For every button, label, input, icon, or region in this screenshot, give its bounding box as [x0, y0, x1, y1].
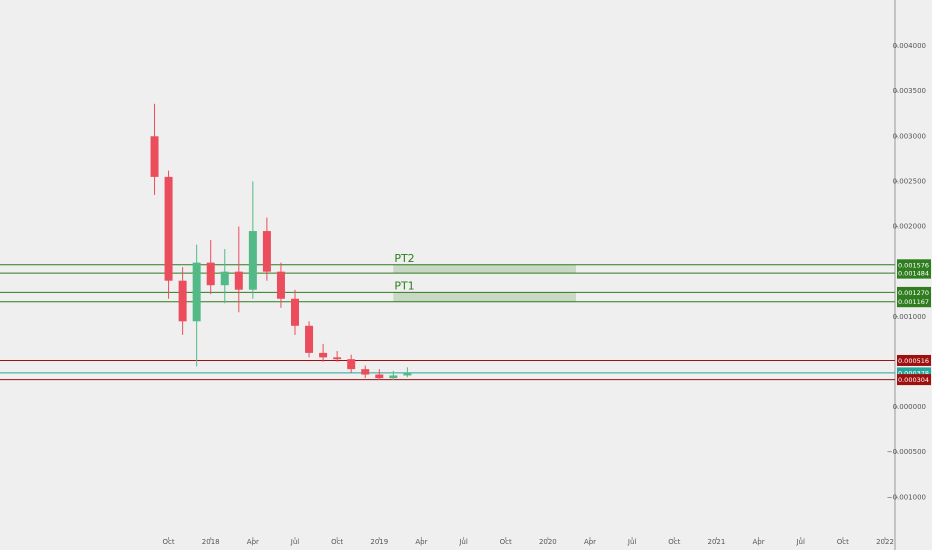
- y-tick-label: 0.001000: [893, 313, 926, 321]
- candle-body: [178, 280, 187, 322]
- zone-label: PT1: [394, 279, 414, 292]
- candle-body: [291, 298, 299, 326]
- candle-body: [375, 374, 384, 379]
- candle-body: [234, 271, 243, 290]
- candle-body: [192, 262, 201, 322]
- x-tick-label: 2018: [202, 538, 220, 546]
- x-tick-label: Apr: [584, 538, 596, 546]
- level-label-box: [897, 374, 931, 386]
- target-zone: [393, 264, 576, 274]
- level-label-box: [897, 259, 931, 271]
- level-label: 0.001270: [898, 289, 929, 297]
- x-tick-label: Jul: [795, 538, 805, 546]
- candle-body: [206, 262, 215, 286]
- candle-body: [319, 352, 328, 358]
- level-label: 0.001576: [898, 261, 929, 269]
- candle-body: [164, 176, 173, 281]
- candle-body: [305, 325, 314, 353]
- x-tick-label: 2020: [539, 538, 557, 546]
- level-label-box: [897, 267, 931, 279]
- x-tick-label: Apr: [415, 538, 427, 546]
- candle-body: [347, 359, 356, 370]
- candle-body: [276, 271, 285, 299]
- y-tick-label: 0.002000: [893, 223, 926, 231]
- candle-body: [361, 369, 370, 375]
- x-tick-label: Jul: [627, 538, 637, 546]
- x-tick-label: Oct: [500, 538, 512, 546]
- level-label-box: [897, 354, 931, 366]
- level-label: 0.000516: [898, 357, 929, 365]
- x-tick-label: 2022: [876, 538, 894, 546]
- x-tick-label: Jul: [290, 538, 300, 546]
- candle-body: [333, 357, 342, 360]
- level-label: 0.000378: [898, 369, 929, 377]
- candle-body: [248, 231, 257, 290]
- candle-body: [220, 271, 229, 286]
- y-tick-label: −0.001000: [887, 493, 926, 501]
- y-tick-label: 0.004000: [893, 42, 926, 50]
- x-tick-label: Apr: [247, 538, 259, 546]
- x-tick-label: Oct: [331, 538, 343, 546]
- x-tick-label: Oct: [163, 538, 175, 546]
- level-label-box: [897, 296, 931, 308]
- x-tick-label: Oct: [668, 538, 680, 546]
- x-tick-label: Oct: [837, 538, 849, 546]
- level-label: 0.001167: [898, 298, 929, 306]
- x-tick-label: Apr: [753, 538, 765, 546]
- candle-body: [403, 372, 412, 376]
- y-tick-label: 0.003000: [893, 132, 926, 140]
- x-tick-label: Jul: [458, 538, 468, 546]
- target-zone: [393, 292, 576, 302]
- y-tick-label: 0.003500: [893, 87, 926, 95]
- candle-body: [389, 375, 398, 379]
- level-label: 0.001484: [898, 270, 929, 278]
- y-tick-label: 0.002500: [893, 177, 926, 185]
- x-tick-label: 2021: [708, 538, 726, 546]
- x-tick-label: 2019: [370, 538, 388, 546]
- level-label-box: [897, 286, 931, 298]
- level-label-box: [897, 367, 931, 379]
- zone-label: PT2: [394, 252, 414, 265]
- level-label: 0.000304: [898, 376, 929, 384]
- candle-body: [150, 136, 159, 177]
- candle-body: [262, 231, 271, 272]
- y-tick-label: 0.000000: [893, 403, 926, 411]
- y-tick-label: −0.000500: [887, 448, 926, 456]
